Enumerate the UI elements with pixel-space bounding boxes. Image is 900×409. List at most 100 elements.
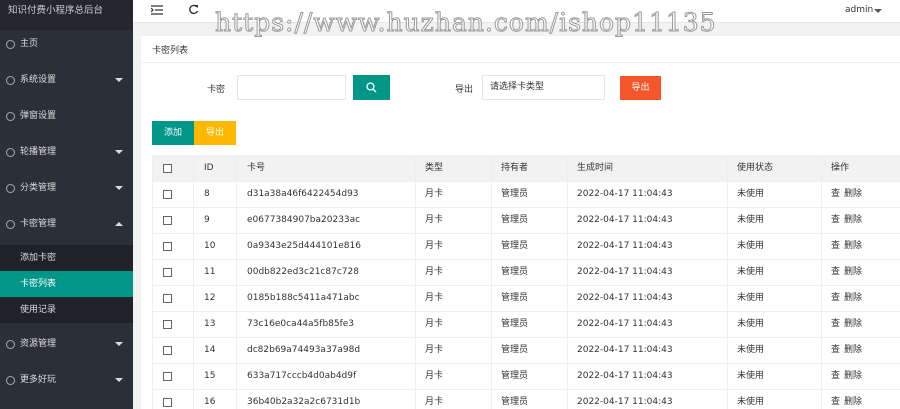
- table-cell: 月卡: [425, 241, 444, 251]
- menu-label: 弹窗设置: [20, 111, 57, 121]
- table-cell: 16: [204, 397, 216, 407]
- table-cell: 36b40b2a32a2c6731d1b: [247, 397, 361, 407]
- row-border: [152, 389, 900, 390]
- delete-action[interactable]: 删除: [844, 241, 863, 251]
- delete-action[interactable]: 删除: [844, 345, 863, 355]
- submenu-item[interactable]: 使用记录: [0, 297, 133, 323]
- table-cell: 2022-04-17 11:04:43: [577, 267, 673, 277]
- card-title: 卡密列表: [152, 46, 189, 56]
- table-cell: 管理员: [501, 345, 529, 355]
- table-cell: 未使用: [737, 293, 765, 303]
- view-action[interactable]: 查: [831, 371, 841, 381]
- menu-item[interactable]: 轮播管理: [0, 134, 133, 170]
- menu-icon: [6, 340, 15, 349]
- table-cell: 2022-04-17 11:04:43: [577, 293, 673, 303]
- view-action[interactable]: 查: [831, 241, 841, 251]
- delete-action[interactable]: 删除: [844, 215, 863, 225]
- menu-item[interactable]: 卡密管理: [0, 206, 133, 242]
- table-cell: 月卡: [425, 189, 444, 199]
- delete-action[interactable]: 删除: [844, 293, 863, 303]
- search-button[interactable]: [353, 75, 390, 100]
- row-checkbox[interactable]: [163, 294, 172, 303]
- menu-item[interactable]: 主页: [0, 26, 133, 62]
- table-cell: 13: [204, 319, 216, 329]
- submenu-item[interactable]: 卡密列表: [0, 271, 133, 297]
- row-checkbox[interactable]: [163, 372, 172, 381]
- column-header: 卡号: [247, 163, 266, 173]
- add-button[interactable]: 添加: [152, 121, 194, 145]
- table-cell: 未使用: [737, 267, 765, 277]
- menu-toggle[interactable]: [151, 5, 163, 15]
- column-border: [236, 155, 237, 409]
- row-checkbox[interactable]: [163, 268, 172, 277]
- table-cell: 月卡: [425, 371, 444, 381]
- row-checkbox[interactable]: [163, 242, 172, 251]
- menu-arrow: [115, 342, 123, 346]
- table-cell: 未使用: [737, 241, 765, 251]
- view-action[interactable]: 查: [831, 293, 841, 303]
- row-checkbox[interactable]: [163, 216, 172, 225]
- menu-icon: [6, 112, 15, 121]
- export-submit[interactable]: 导出: [620, 76, 661, 100]
- watermark: https://www.huzhan.com/ishop11135: [215, 8, 717, 38]
- column-header: 生成时间: [577, 163, 614, 173]
- menu-icon: [6, 376, 15, 385]
- topbar: admin: [133, 0, 900, 23]
- row-checkbox[interactable]: [163, 320, 172, 329]
- delete-action[interactable]: 删除: [844, 397, 863, 407]
- table-cell: 2022-04-17 11:04:43: [577, 371, 673, 381]
- column-border: [727, 155, 728, 409]
- view-action[interactable]: 查: [831, 189, 841, 199]
- table-cell: 2022-04-17 11:04:43: [577, 319, 673, 329]
- row-border: [152, 285, 900, 286]
- table-cell: 月卡: [425, 215, 444, 225]
- menu-icon: [6, 76, 15, 85]
- row-checkbox[interactable]: [163, 190, 172, 199]
- view-action[interactable]: 查: [831, 319, 841, 329]
- table-cell: 月卡: [425, 293, 444, 303]
- table-cell: 0185b188c5411a471abc: [247, 293, 360, 303]
- menu-icon: [6, 184, 15, 193]
- menu-icon: [6, 220, 15, 229]
- delete-action[interactable]: 删除: [844, 267, 863, 277]
- menu-item[interactable]: 弹窗设置: [0, 98, 133, 134]
- table-cell: 未使用: [737, 215, 765, 225]
- refresh-icon[interactable]: [188, 4, 199, 15]
- view-action[interactable]: 查: [831, 345, 841, 355]
- column-border: [567, 155, 568, 409]
- view-action[interactable]: 查: [831, 267, 841, 277]
- delete-action[interactable]: 删除: [844, 189, 863, 199]
- table-cell: 未使用: [737, 345, 765, 355]
- menu-item[interactable]: 更多好玩: [0, 362, 133, 398]
- table-cell: 未使用: [737, 319, 765, 329]
- row-checkbox[interactable]: [163, 398, 172, 407]
- menu-item[interactable]: 系统设置: [0, 62, 133, 98]
- delete-action[interactable]: 删除: [844, 371, 863, 381]
- table-cell: 2022-04-17 11:04:43: [577, 189, 673, 199]
- column-header: 类型: [425, 163, 444, 173]
- divider: [141, 62, 900, 63]
- row-border: [152, 207, 900, 208]
- row-border: [152, 181, 900, 182]
- view-action[interactable]: 查: [831, 397, 841, 407]
- table-cell: e0677384907ba20233ac: [247, 215, 361, 225]
- table-cell: 管理员: [501, 215, 529, 225]
- sidebar: 知识付费小程序总后台 主页 系统设置 弹窗设置 轮播管理 分类管理 卡密管理 添加卡密 卡密列…: [0, 0, 133, 409]
- menu-item[interactable]: 资源管理: [0, 326, 133, 362]
- view-action[interactable]: 查: [831, 215, 841, 225]
- table-cell: 月卡: [425, 397, 444, 407]
- table-cell: 11: [204, 267, 216, 277]
- delete-action[interactable]: 删除: [844, 319, 863, 329]
- card-type-select[interactable]: 请选择卡类型: [482, 75, 605, 100]
- table-cell: 8: [204, 189, 210, 199]
- menu-arrow: [115, 222, 123, 226]
- table-cell: 0a9343e25d444101e816: [247, 241, 361, 251]
- card-input[interactable]: [237, 75, 346, 100]
- export-button[interactable]: 导出: [194, 121, 236, 145]
- select-all-checkbox[interactable]: [163, 164, 172, 173]
- menu-item[interactable]: 分类管理: [0, 170, 133, 206]
- user-menu[interactable]: admin: [845, 5, 874, 15]
- row-checkbox[interactable]: [163, 346, 172, 355]
- submenu-item[interactable]: 添加卡密: [0, 245, 133, 271]
